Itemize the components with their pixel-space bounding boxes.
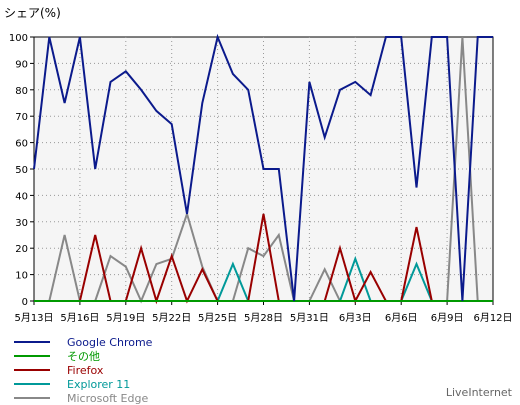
x-tick-label: 6月3日 [339,312,372,324]
x-tick-label: 5月13日 [14,312,53,324]
legend-label: Google Chrome [67,335,153,349]
legend-item: Google Chrome [14,335,152,349]
y-tick-label: 40 [15,191,28,202]
legend-item: Microsoft Edge [14,391,152,405]
legend-swatch [14,355,50,357]
y-tick-label: 10 [15,271,28,282]
y-tick-label: 0 [22,297,28,308]
legend-label: Microsoft Edge [67,391,149,405]
x-tick-label: 5月31日 [290,312,329,324]
y-tick-label: 30 [15,218,28,229]
y-tick-labels: 0 10 20 30 40 50 60 70 80 90 100 [9,33,34,308]
y-tick-label: 80 [15,86,28,97]
x-tick-label: 5月16日 [60,312,99,324]
y-tick-label: 70 [15,112,28,123]
legend-swatch [14,397,50,399]
legend-label: Explorer 11 [67,377,131,391]
legend-label: Firefox [67,363,104,377]
y-tick-label: 60 [15,139,28,150]
x-tick-labels: 5月13日 5月16日 5月19日 5月22日 5月25日 5月28日 5月31日 6月3日 6… [14,301,513,324]
y-tick-label: 50 [15,165,28,176]
y-axis-label: シェア(%) [4,6,61,20]
y-tick-label: 90 [15,59,28,70]
series-line-google-chrome [33,33,493,302]
x-tick-label: 5月19日 [106,312,145,324]
x-tick-label: 6月12日 [473,312,512,324]
legend-swatch [14,383,50,385]
series-lines [33,33,493,305]
y-tick-label: 20 [15,244,28,255]
x-tick-label: 5月22日 [152,312,191,324]
y-tick-label: 100 [9,33,28,44]
legend: Google Chrome その他 Firefox Explorer 11 Micros… [14,335,152,405]
credit-text: LiveInternet [445,386,512,399]
legend-label: その他 [67,350,100,363]
x-tick-label: 6月9日 [431,312,464,324]
legend-item: Explorer 11 [14,377,152,391]
legend-item: Firefox [14,363,152,377]
legend-swatch [14,341,50,343]
x-tick-label: 6月6日 [385,312,418,324]
x-tick-label: 5月25日 [198,312,237,324]
x-tick-label: 5月28日 [244,312,283,324]
legend-item: その他 [14,349,152,363]
legend-swatch [14,369,50,371]
